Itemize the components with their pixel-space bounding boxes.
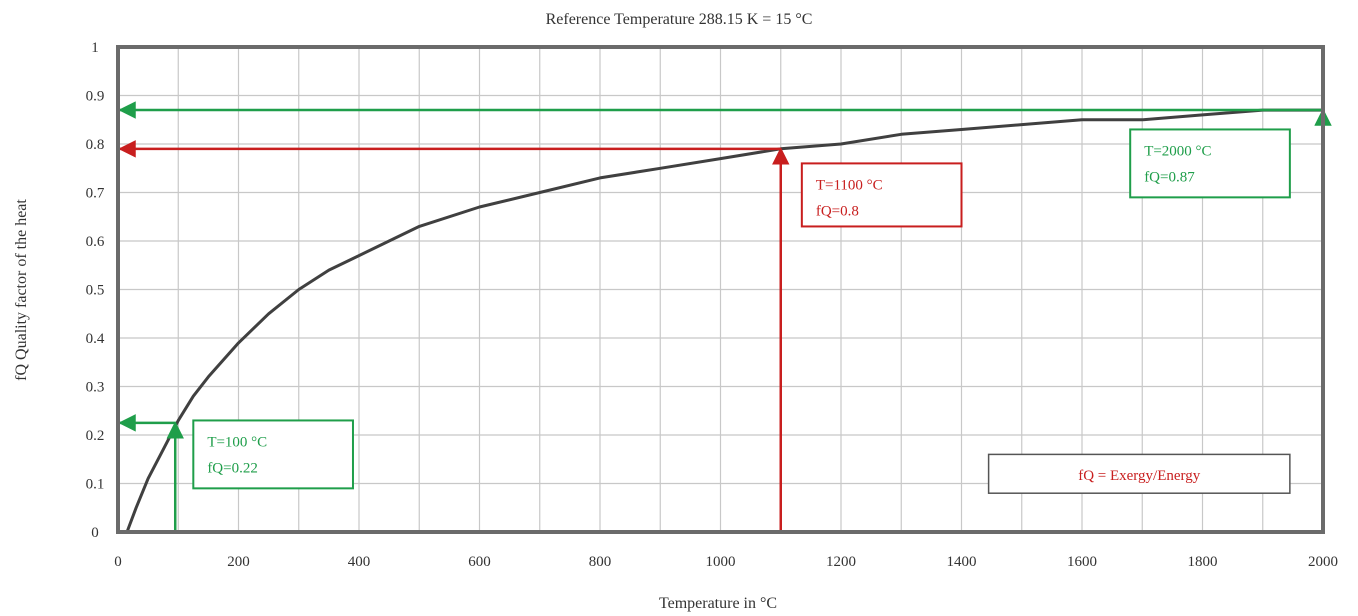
annotation-line-1: T=1100 °C (816, 177, 883, 193)
x-tick-label: 600 (468, 554, 491, 570)
annotation-line-1: T=100 °C (207, 434, 267, 450)
chart-title: Reference Temperature 288.15 K = 15 °C (546, 11, 813, 28)
y-tick-label: 0.4 (86, 331, 105, 347)
x-tick-label: 1800 (1188, 554, 1218, 570)
x-axis-title: Temperature in °C (659, 595, 777, 612)
annotation-line-1: T=2000 °C (1144, 143, 1211, 159)
x-tick-label: 1200 (826, 554, 856, 570)
x-tick-label: 1000 (706, 554, 736, 570)
x-tick-label: 400 (348, 554, 371, 570)
y-tick-label: 0 (91, 525, 99, 541)
y-tick-label: 0.2 (86, 428, 105, 444)
annotation-box (800, 162, 963, 228)
annotation-layer: T=100 °C fQ=0.22 T=1100 °C fQ=0.8 T=2000 °C f… (118, 101, 1332, 532)
curve-layer (125, 108, 1323, 533)
x-tick-label: 1600 (1067, 554, 1097, 570)
grid (118, 47, 1323, 532)
y-tick-labels: 0 0.1 0.2 0.3 0.4 0.5 0.6 0.7 0.8 0.9 1 (86, 40, 105, 541)
y-tick-label: 0.5 (86, 283, 105, 299)
annotation-box (192, 419, 354, 490)
quality-factor-curve (125, 108, 1323, 533)
x-tick-label: 2000 (1308, 554, 1338, 570)
y-tick-label: 0.3 (86, 380, 105, 396)
y-tick-label: 0.1 (86, 477, 105, 493)
x-tick-label: 800 (589, 554, 612, 570)
y-axis-title: fQ Quality factor of the heat (13, 199, 30, 381)
x-tick-label: 200 (227, 554, 250, 570)
y-tick-label: 0.9 (86, 89, 105, 105)
annotation-line-2: fQ=0.87 (1144, 169, 1195, 185)
x-tick-labels: 0 200 400 600 800 1000 1200 1400 1600 1800 2000 (114, 554, 1338, 570)
x-tick-label: 0 (114, 554, 122, 570)
annotation-line-2: fQ=0.22 (207, 460, 258, 476)
y-tick-label: 0.8 (86, 137, 105, 153)
annotation-box (1129, 128, 1291, 199)
plot-frame (116, 45, 1325, 534)
annotation-line-2: fQ=0.8 (816, 203, 859, 219)
y-tick-label: 1 (91, 40, 99, 56)
x-tick-label: 1400 (947, 554, 977, 570)
y-tick-label: 0.6 (86, 234, 105, 250)
y-tick-label: 0.7 (86, 186, 105, 202)
formula-note-box (987, 453, 1291, 494)
formula-note-text: fQ = Exergy/Energy (1078, 468, 1201, 484)
